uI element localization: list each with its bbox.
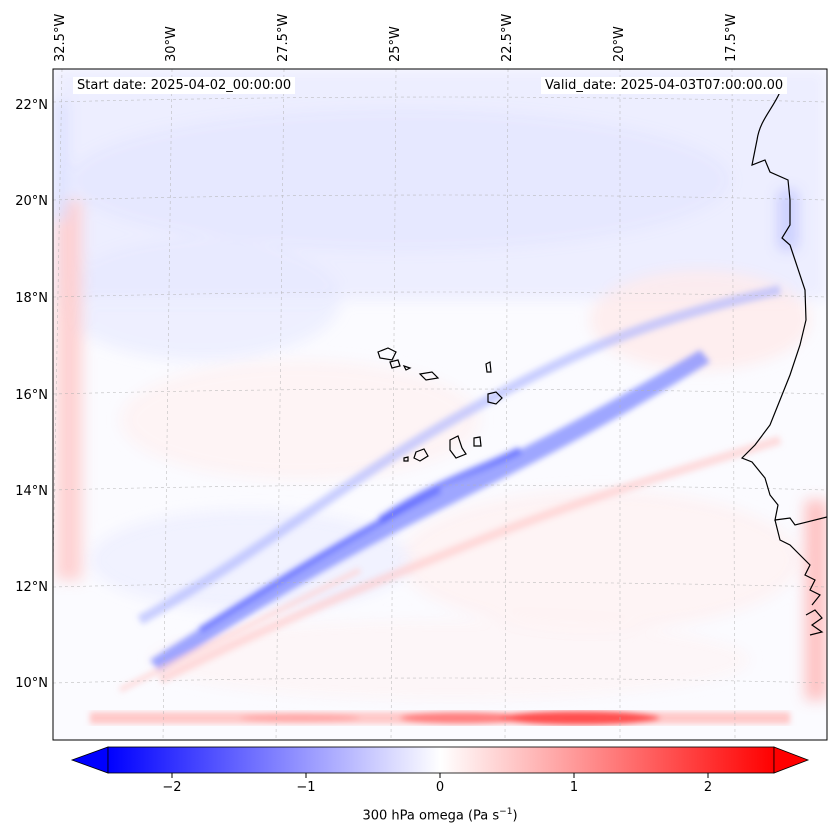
colorbar-label-exponent: −1 (499, 807, 513, 817)
lon-label: 17.5°W (724, 13, 739, 62)
lon-label: 27.5°W (276, 13, 291, 62)
omega-field (53, 69, 827, 740)
lat-label: 10°N (15, 676, 48, 691)
colorbar-tick-label: −1 (296, 780, 316, 795)
lat-label: 20°N (15, 194, 48, 209)
lat-label: 16°N (15, 388, 48, 403)
colorbar-tick-label: 1 (569, 780, 579, 795)
lon-label: 25°W (388, 26, 403, 62)
lon-label: 20°W (612, 26, 627, 62)
lon-label: 22.5°W (500, 13, 515, 62)
start-date-label: Start date: 2025-04-02_00:00:00 (73, 77, 296, 94)
lat-label: 14°N (15, 484, 48, 499)
colorbar (70, 746, 810, 778)
colorbar-tick-label: 0 (435, 780, 445, 795)
colorbar-ticks (171, 773, 709, 778)
map-frame (52, 68, 828, 741)
lat-label: 22°N (15, 98, 48, 113)
colorbar-label-main: 300 hPa omega (Pa s (362, 808, 500, 824)
colorbar-label-end: ) (512, 808, 518, 824)
colorbar-tick-label: 2 (703, 780, 713, 795)
graticule (53, 69, 827, 740)
lat-label: 18°N (15, 291, 48, 306)
lon-label: 30°W (164, 26, 179, 62)
valid-date-label: Valid_date: 2025-04-03T07:00:00.00 (541, 77, 788, 94)
colorbar-tick-label: −2 (162, 780, 182, 795)
coastline (377, 91, 827, 636)
lat-label: 12°N (15, 580, 48, 595)
lon-label: 32.5°W (53, 13, 68, 62)
colorbar-label: 300 hPa omega (Pa s−1) (0, 807, 837, 823)
